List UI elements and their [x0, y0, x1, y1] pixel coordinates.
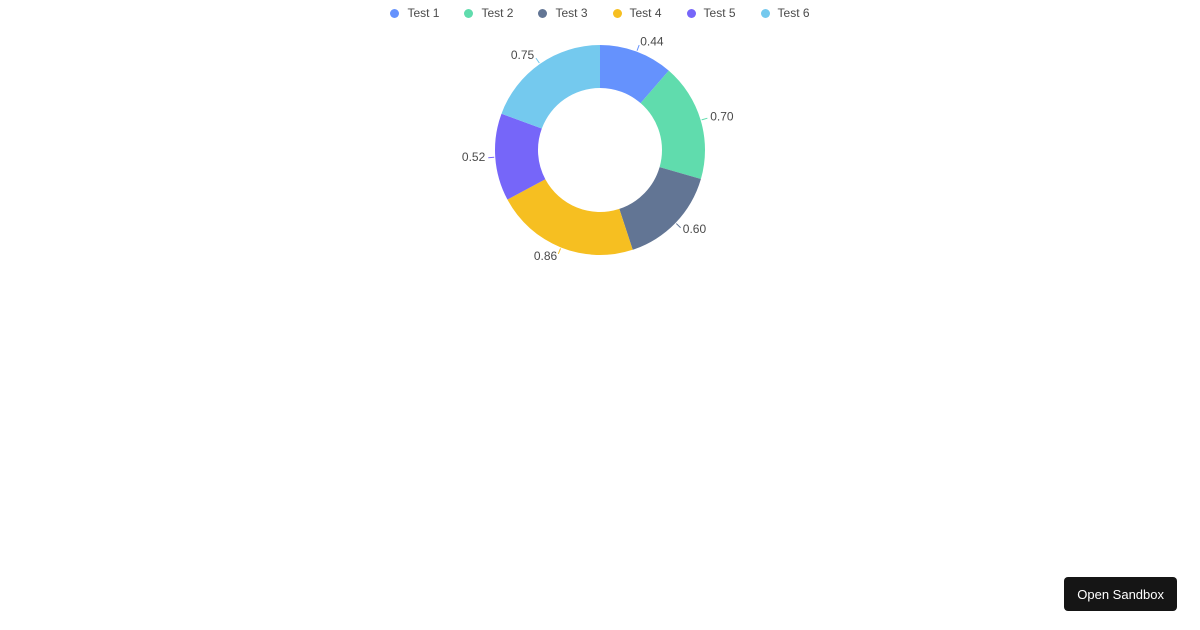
- legend-item-test-5[interactable]: Test 5: [686, 5, 736, 21]
- donut-slice-2[interactable]: [640, 70, 705, 180]
- slice-value-label: 0.70: [710, 109, 734, 123]
- legend-item-test-3[interactable]: Test 3: [538, 5, 588, 21]
- legend-label: Test 4: [629, 6, 662, 20]
- legend-item-test-2[interactable]: Test 2: [464, 5, 513, 21]
- donut-chart: 0.44 0.70 0.60 0.86 0.52 0.75: [462, 34, 734, 263]
- slice-value-label: 0.75: [511, 48, 535, 62]
- legend-label: Test 5: [703, 6, 736, 20]
- open-sandbox-button[interactable]: Open Sandbox: [1064, 577, 1177, 611]
- slice-value-label: 0.60: [683, 222, 707, 236]
- legend-swatch: [760, 8, 770, 18]
- legend-swatch: [464, 8, 474, 18]
- slice-value-label: 0.86: [534, 249, 558, 263]
- donut-slice-5[interactable]: [495, 113, 546, 200]
- legend-swatch: [538, 8, 548, 18]
- donut-slice-4[interactable]: [507, 179, 633, 255]
- label-leader-line: [557, 248, 561, 255]
- donut-slice-3[interactable]: [619, 167, 701, 250]
- label-leader-line: [535, 57, 540, 64]
- label-leader-line: [636, 44, 640, 51]
- legend-label: Test 1: [407, 6, 440, 20]
- slice-value-label: 0.44: [640, 34, 664, 48]
- legend-label: Test 3: [555, 6, 588, 20]
- legend-item-test-1[interactable]: Test 1: [390, 5, 439, 21]
- legend-swatch: [686, 8, 696, 18]
- legend-item-test-6[interactable]: Test 6: [760, 5, 810, 21]
- donut-slice-6[interactable]: [501, 45, 600, 129]
- legend-label: Test 2: [481, 6, 514, 20]
- donut-slice-1[interactable]: [600, 45, 669, 104]
- legend-label: Test 6: [777, 6, 810, 20]
- slice-value-label: 0.52: [462, 150, 486, 164]
- label-leader-line: [701, 117, 708, 121]
- legend-swatch: [390, 8, 400, 18]
- legend-swatch: [612, 8, 622, 18]
- label-leader-line: [675, 223, 681, 229]
- legend-item-test-4[interactable]: Test 4: [612, 5, 662, 21]
- chart-legend: Test 1 Test 2 Test 3 Test 4 Test 5 Test …: [0, 5, 1200, 21]
